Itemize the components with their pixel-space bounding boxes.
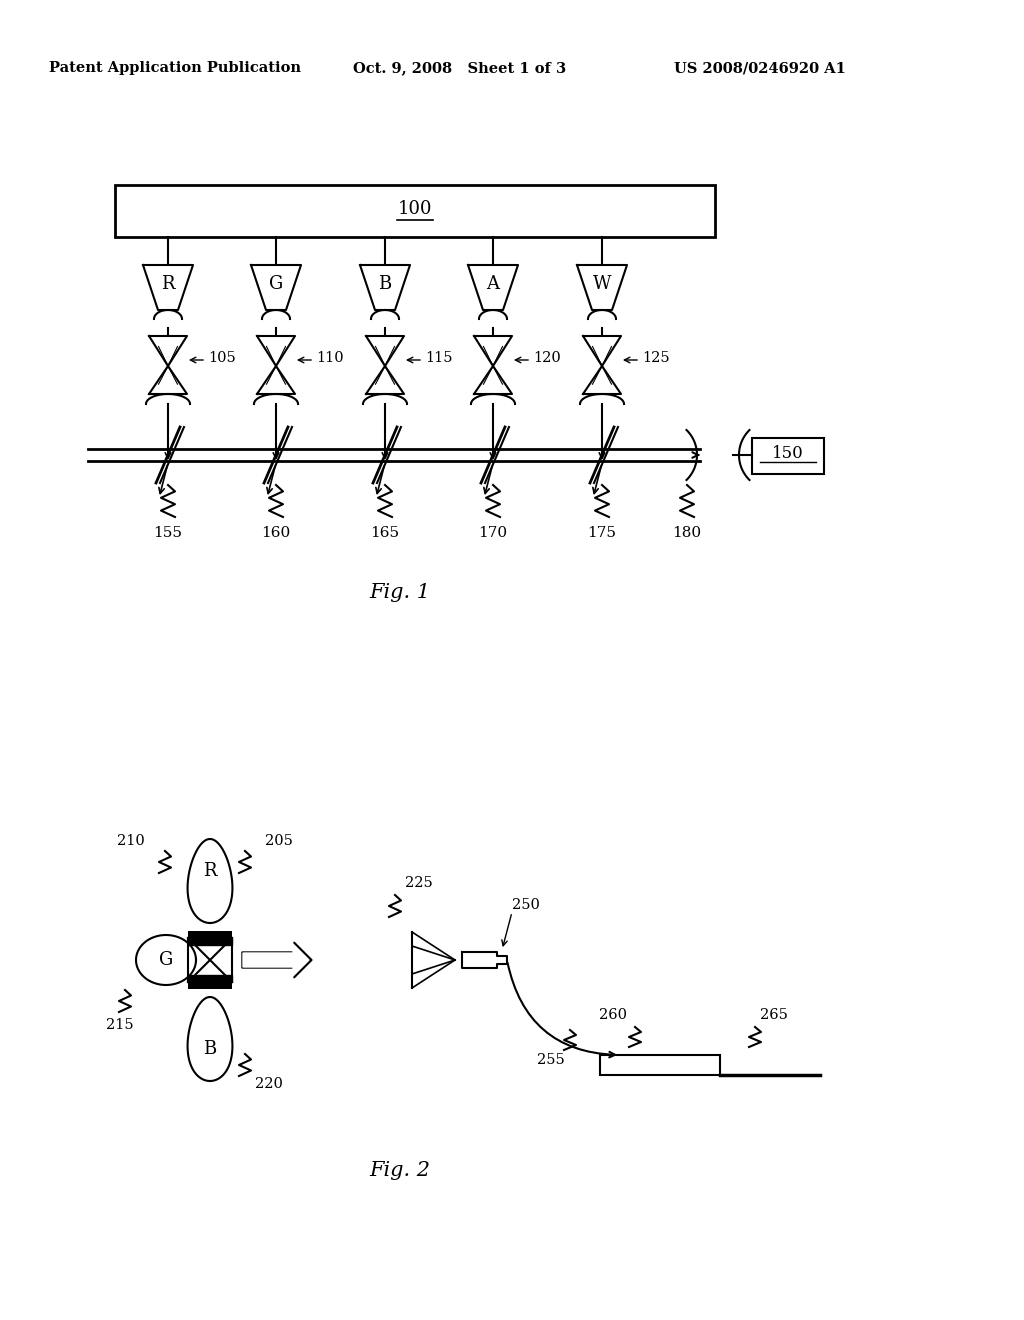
Text: A: A	[486, 275, 500, 293]
Polygon shape	[462, 952, 507, 968]
Polygon shape	[577, 265, 627, 310]
Polygon shape	[150, 337, 187, 366]
Bar	[600, 1055, 720, 1074]
Text: 115: 115	[425, 351, 453, 366]
Text: 100: 100	[397, 201, 432, 218]
Bar	[752, 438, 824, 474]
Bar	[115, 185, 715, 238]
Polygon shape	[136, 935, 196, 985]
Text: 210: 210	[118, 834, 145, 847]
Text: 150: 150	[772, 446, 804, 462]
Text: 255: 255	[538, 1053, 565, 1067]
Polygon shape	[257, 366, 295, 393]
Bar	[188, 975, 232, 982]
Polygon shape	[257, 337, 295, 366]
Polygon shape	[468, 265, 518, 310]
Text: B: B	[379, 275, 391, 293]
Text: R: R	[203, 862, 217, 879]
Text: Patent Application Publication: Patent Application Publication	[49, 61, 301, 75]
Text: 265: 265	[760, 1008, 787, 1022]
Polygon shape	[143, 265, 193, 310]
Polygon shape	[360, 265, 410, 310]
Polygon shape	[583, 337, 621, 366]
Text: Fig. 2: Fig. 2	[370, 1160, 430, 1180]
Text: 120: 120	[534, 351, 561, 366]
Text: 250: 250	[512, 898, 540, 912]
Text: 260: 260	[599, 1008, 627, 1022]
Text: 105: 105	[208, 351, 236, 366]
Polygon shape	[187, 997, 232, 1081]
Polygon shape	[251, 265, 301, 310]
Text: 175: 175	[588, 525, 616, 540]
Text: 215: 215	[106, 1018, 134, 1032]
Text: B: B	[204, 1040, 217, 1059]
Bar	[188, 982, 232, 989]
Text: 155: 155	[154, 525, 182, 540]
Text: 110: 110	[316, 351, 344, 366]
Polygon shape	[150, 366, 187, 393]
Bar	[188, 931, 232, 939]
Polygon shape	[583, 366, 621, 393]
Bar	[188, 939, 232, 982]
Text: 165: 165	[371, 525, 399, 540]
Bar	[188, 939, 232, 945]
Text: W: W	[593, 275, 611, 293]
Polygon shape	[187, 840, 232, 923]
Text: 220: 220	[255, 1077, 283, 1092]
Text: R: R	[161, 275, 175, 293]
Polygon shape	[242, 942, 312, 978]
Polygon shape	[366, 337, 404, 366]
Polygon shape	[474, 366, 512, 393]
Polygon shape	[474, 337, 512, 366]
Text: G: G	[159, 950, 173, 969]
Text: Oct. 9, 2008   Sheet 1 of 3: Oct. 9, 2008 Sheet 1 of 3	[353, 61, 566, 75]
Text: Fig. 1: Fig. 1	[370, 583, 430, 602]
Text: G: G	[269, 275, 283, 293]
Text: 170: 170	[478, 525, 508, 540]
Text: 125: 125	[642, 351, 670, 366]
Text: 180: 180	[673, 525, 701, 540]
Polygon shape	[366, 366, 404, 393]
Text: 160: 160	[261, 525, 291, 540]
Polygon shape	[243, 944, 309, 975]
Text: US 2008/0246920 A1: US 2008/0246920 A1	[674, 61, 846, 75]
Text: 205: 205	[265, 834, 293, 847]
Text: 225: 225	[406, 876, 433, 890]
